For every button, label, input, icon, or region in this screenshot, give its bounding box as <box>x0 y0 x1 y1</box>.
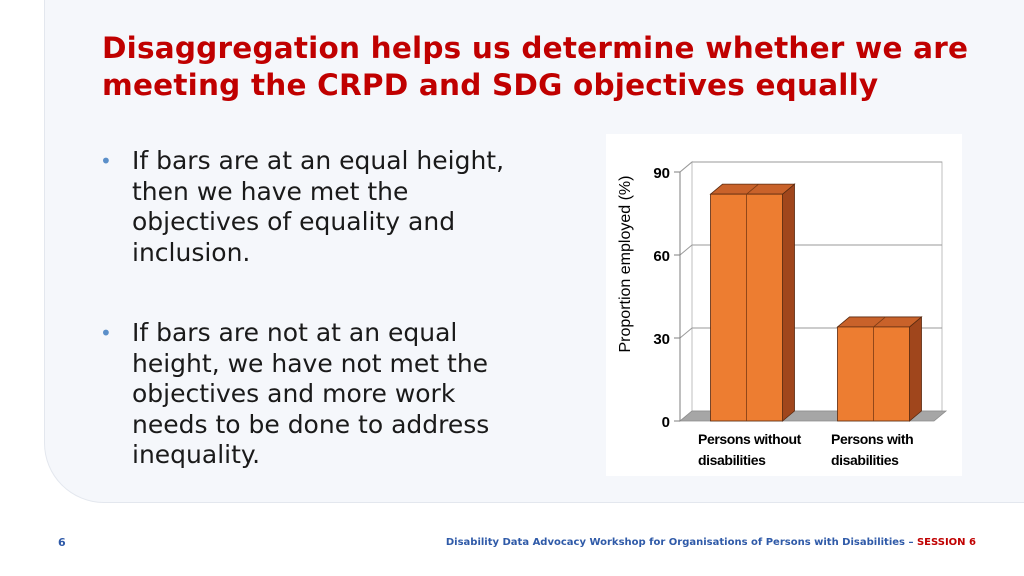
chart-card: 0 30 60 90 Persons without disabilities Person… <box>606 134 962 476</box>
x-category-label: disabilities <box>831 452 899 468</box>
bar-side <box>782 183 795 422</box>
bullet-list: • If bars are at an equal height, then w… <box>100 146 520 471</box>
x-category-label: Persons without <box>698 431 802 447</box>
bullet-item: • If bars are not at an equal height, we… <box>100 318 520 471</box>
bar-side <box>909 316 922 422</box>
gridline <box>679 244 942 256</box>
y-axis-title: Proportion employed (%) <box>617 176 634 353</box>
bullet-text: If bars are not at an equal height, we h… <box>132 318 490 469</box>
bar-top-divider <box>746 183 759 195</box>
gridline <box>679 161 942 173</box>
bullet-dot-icon: • <box>100 321 112 345</box>
bullet-dot-icon: • <box>100 149 112 173</box>
footer-session: SESSION 6 <box>916 537 976 548</box>
y-tick-label: 60 <box>653 248 670 265</box>
bar-top-divider <box>873 316 886 328</box>
bullet-text: If bars are at an equal height, then we … <box>132 146 505 267</box>
footer-text: Disability Data Advocacy Workshop for Or… <box>446 537 976 548</box>
x-category-label: disabilities <box>698 452 766 468</box>
chart-side-wall <box>679 160 693 423</box>
y-tick-label: 90 <box>653 165 670 182</box>
slide-title: Disaggregation helps us determine whethe… <box>102 31 969 102</box>
page-number: 6 <box>58 536 66 549</box>
y-tick-label: 0 <box>662 414 670 431</box>
y-tick-label: 30 <box>653 331 670 348</box>
bullet-item: • If bars are at an equal height, then w… <box>100 146 520 268</box>
bar-chart: 0 30 60 90 Persons without disabilities Person… <box>617 160 948 468</box>
footer-workshop-title: Disability Data Advocacy Workshop for Or… <box>445 537 917 548</box>
x-category-label: Persons with <box>831 431 913 447</box>
